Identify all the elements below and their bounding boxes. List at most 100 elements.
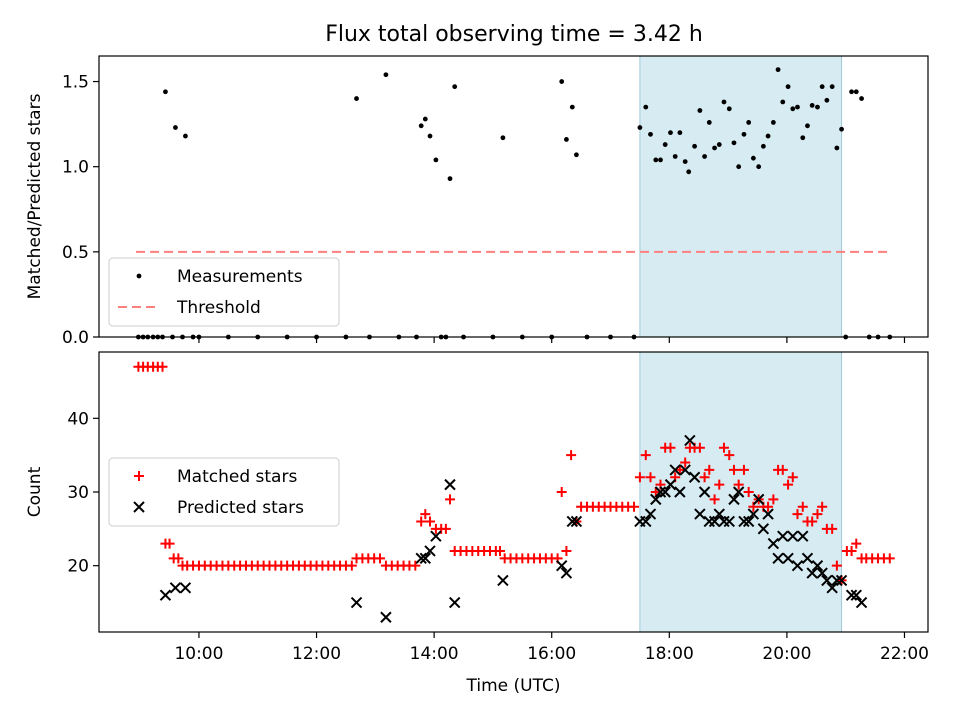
predicted-star-point bbox=[777, 530, 789, 542]
y-tick-label: 1.5 bbox=[62, 73, 89, 93]
predicted-star-point bbox=[826, 582, 838, 594]
measurement-point bbox=[795, 104, 800, 110]
legend-label: Measurements bbox=[177, 267, 303, 287]
measurement-point bbox=[702, 154, 707, 159]
measurement-point bbox=[819, 84, 825, 90]
legend-label: Threshold bbox=[176, 298, 261, 318]
predicted-star-point bbox=[821, 574, 833, 587]
measurement-point bbox=[765, 133, 771, 139]
predicted-star-point bbox=[757, 523, 770, 535]
measurement-point bbox=[418, 123, 424, 129]
y-tick-label: 20 bbox=[67, 557, 89, 577]
matched-star-point bbox=[416, 516, 427, 527]
measurement-point bbox=[559, 79, 565, 84]
measurement-point bbox=[721, 99, 727, 105]
measurement-point bbox=[746, 120, 752, 125]
y-axis-label: Matched/Predicted stars bbox=[25, 93, 45, 299]
matched-star-point bbox=[375, 553, 386, 564]
y-tick-label: 30 bbox=[67, 483, 89, 503]
matched-star-point bbox=[709, 494, 720, 505]
matched-star-point bbox=[851, 538, 862, 549]
axes-frame bbox=[98, 55, 929, 338]
measurement-point bbox=[354, 96, 359, 101]
matched-star-point bbox=[884, 553, 895, 564]
x-tick-label: 10:00 bbox=[174, 644, 223, 664]
measurement-point bbox=[648, 131, 653, 137]
predicted-star-point bbox=[698, 486, 711, 498]
predicted-star-point bbox=[791, 559, 804, 572]
matched-star-point bbox=[768, 494, 779, 505]
predicted-star-point bbox=[644, 508, 657, 520]
measurement-point bbox=[668, 130, 673, 136]
measurement-point bbox=[775, 67, 781, 73]
top-panel: 0.0 0.5 1.0 1.5 Matched/Predicted stars Measu… bbox=[25, 55, 929, 348]
matched-star-point bbox=[445, 494, 456, 505]
measurement-point bbox=[136, 273, 142, 279]
predicted-star-point bbox=[424, 545, 436, 557]
predicted-star-point bbox=[713, 508, 725, 520]
predicted-star-point bbox=[133, 501, 145, 513]
measurement-point bbox=[564, 137, 569, 142]
matched-star-point bbox=[629, 501, 640, 512]
matched-star-point bbox=[714, 479, 725, 490]
measurement-point bbox=[853, 89, 859, 95]
matched-star-point bbox=[733, 479, 744, 490]
predicted-star-point bbox=[570, 515, 583, 528]
matched-star-point bbox=[743, 487, 754, 497]
x-tick-label: 22:00 bbox=[880, 644, 929, 664]
predicted-star-point bbox=[684, 434, 696, 447]
matched-star-point bbox=[410, 560, 421, 571]
measurement-point bbox=[662, 142, 668, 147]
bottom-panel: 20 30 40 10:00 12:00 14:00 16:00 18:00 20:00 22:0… bbox=[25, 351, 929, 696]
matched-star-point bbox=[797, 501, 808, 512]
y-tick-label: 0.0 bbox=[62, 328, 89, 348]
measurement-point bbox=[829, 84, 835, 90]
measurement-point bbox=[574, 152, 579, 158]
predicted-star-point bbox=[566, 515, 579, 528]
measurement-point bbox=[756, 164, 762, 170]
matched-star-point bbox=[807, 516, 818, 527]
matched-star-point bbox=[812, 509, 823, 520]
legend-label: Predicted stars bbox=[177, 498, 304, 518]
predicted-star-point bbox=[752, 493, 765, 506]
y-tick-label: 40 bbox=[67, 409, 89, 429]
observing-window-span bbox=[639, 55, 843, 338]
predicted-star-point bbox=[708, 515, 721, 528]
predicted-star-point bbox=[679, 464, 691, 476]
predicted-star-point bbox=[179, 582, 192, 594]
measurement-point bbox=[726, 106, 732, 112]
matched-star-point bbox=[634, 472, 645, 483]
measurement-point bbox=[672, 154, 678, 159]
y-tick-label: 1.0 bbox=[62, 158, 89, 178]
measurement-point bbox=[760, 143, 766, 149]
measurement-point bbox=[447, 176, 453, 182]
matched-star-point bbox=[724, 450, 735, 461]
predicted-star-point bbox=[159, 589, 172, 601]
legend-box bbox=[108, 257, 340, 327]
y-tick-label: 0.5 bbox=[62, 243, 89, 263]
measurement-point bbox=[427, 133, 433, 139]
measurement-point bbox=[706, 120, 712, 125]
measurement-point bbox=[637, 125, 643, 130]
measurement-point bbox=[677, 130, 683, 136]
matched-star-point bbox=[699, 472, 710, 483]
measurement-point bbox=[741, 131, 747, 137]
predicted-star-point bbox=[772, 552, 784, 565]
predicted-star-point bbox=[811, 559, 824, 572]
predicted-star-point bbox=[845, 589, 858, 601]
predicted-star-point bbox=[806, 567, 818, 579]
measurement-point bbox=[682, 159, 688, 164]
predicted-star-point bbox=[497, 574, 509, 587]
measurement-point bbox=[750, 155, 756, 161]
predicted-star-point bbox=[560, 567, 573, 579]
matched-star-point bbox=[827, 523, 838, 534]
measurement-point bbox=[653, 157, 659, 163]
matched-star-point bbox=[173, 553, 184, 564]
matched-star-point bbox=[792, 509, 803, 520]
measurement-point bbox=[692, 143, 697, 149]
predicted-star-point bbox=[732, 486, 745, 498]
predicted-star-point bbox=[728, 493, 740, 506]
x-axis-label: Time (UTC) bbox=[466, 676, 561, 696]
matched-star-point bbox=[694, 442, 705, 453]
measurement-point bbox=[500, 135, 506, 141]
